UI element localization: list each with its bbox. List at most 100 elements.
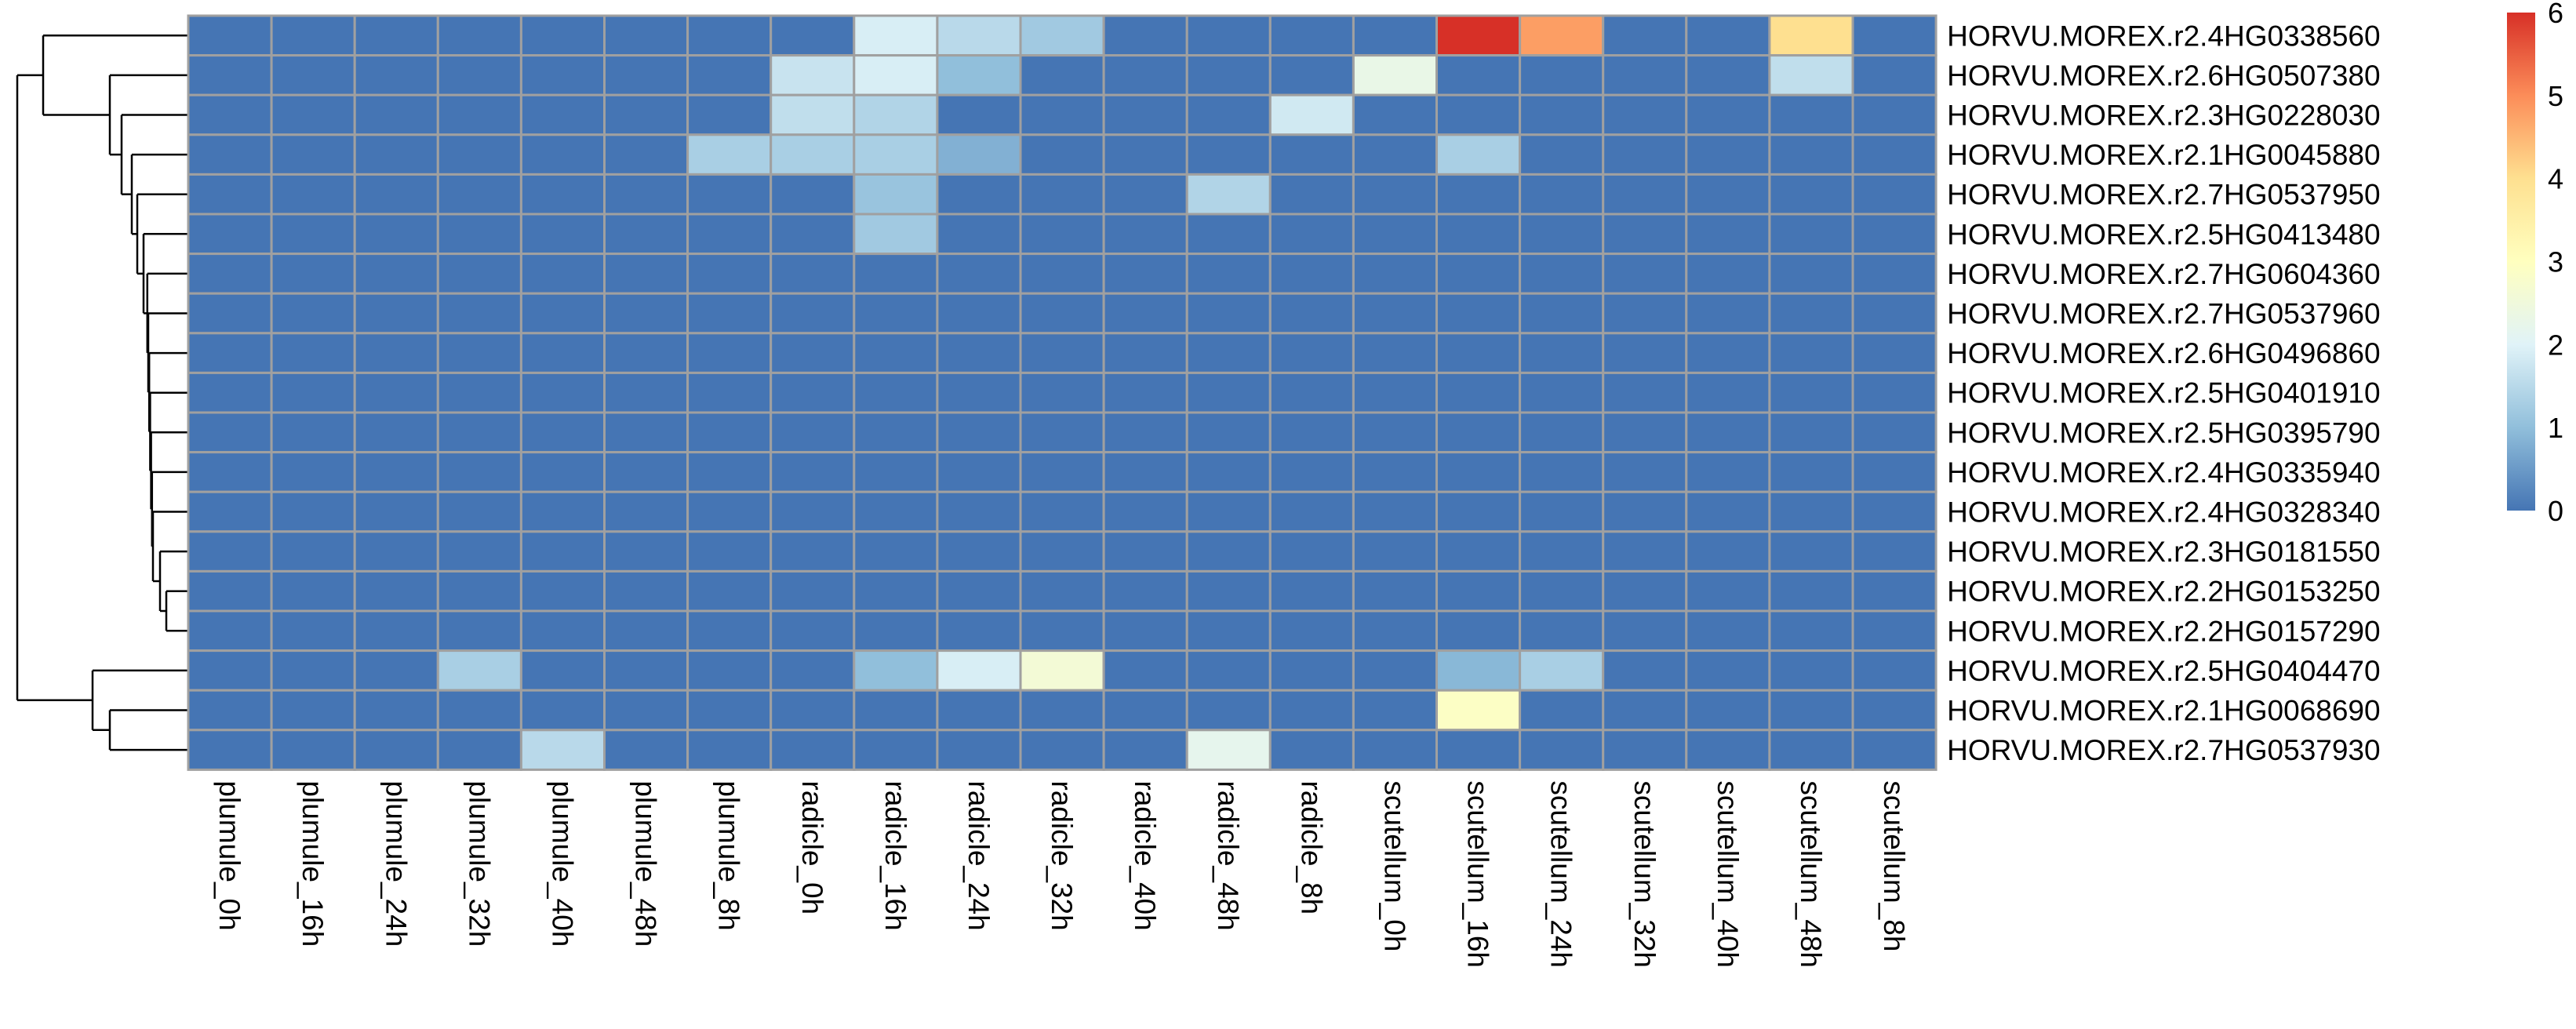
heatmap-cell: [1685, 490, 1771, 533]
heatmap-cell: [686, 411, 773, 454]
heatmap-cell: [1851, 54, 1937, 96]
heatmap-cell: [187, 451, 273, 493]
row-label: HORVU.MOREX.r2.2HG0157290: [1947, 615, 2381, 647]
heatmap-cell: [686, 729, 773, 771]
heatmap-cell: [519, 530, 606, 573]
heatmap-cell: [1519, 332, 1605, 374]
heatmap-cell: [1519, 649, 1605, 692]
heatmap-cell: [1685, 332, 1771, 374]
heatmap-cell: [1185, 54, 1272, 96]
heatmap-cell: [436, 14, 522, 57]
heatmap-cell: [1268, 411, 1355, 454]
heatmap-cell: [1685, 609, 1771, 653]
heatmap-cell: [686, 93, 773, 136]
heatmap-cell: [1102, 54, 1188, 96]
heatmap-cell: [519, 93, 606, 136]
heatmap-cell: [770, 133, 856, 176]
heatmap-cell: [1602, 133, 1688, 176]
column-label: scutellum_8h: [1878, 780, 1910, 951]
heatmap-cell: [1851, 609, 1937, 653]
heatmap-cell: [1435, 490, 1522, 533]
heatmap-cell: [770, 609, 856, 653]
heatmap-cell: [1768, 93, 1854, 136]
heatmap-cell: [936, 649, 1022, 692]
heatmap-cell: [519, 213, 606, 256]
legend-tick-label: 6: [2548, 0, 2563, 29]
heatmap-cell: [1519, 530, 1605, 573]
heatmap-cell: [1352, 173, 1439, 216]
heatmap-cell: [853, 490, 939, 533]
heatmap-cell: [519, 253, 606, 295]
row-dendrogram: [16, 35, 188, 751]
heatmap-cell: [1851, 292, 1937, 335]
heatmap-cell: [1685, 689, 1771, 732]
heatmap-cell: [936, 292, 1022, 335]
heatmap-cell: [853, 649, 939, 692]
heatmap-cell: [1352, 292, 1439, 335]
heatmap-cell: [436, 569, 522, 613]
heatmap-cell: [853, 133, 939, 176]
heatmap-cell: [1519, 729, 1605, 771]
heatmap-cell: [936, 371, 1022, 414]
heatmap-cell: [1185, 93, 1272, 136]
heatmap-cell: [1102, 93, 1188, 136]
heatmap-cell: [770, 173, 856, 216]
heatmap-cell: [1768, 253, 1854, 295]
heatmap-cell: [1435, 14, 1522, 57]
heatmap-cell: [1851, 729, 1937, 771]
heatmap-cell: [353, 729, 439, 771]
heatmap-cell: [270, 371, 356, 414]
heatmap-cell: [1519, 689, 1605, 732]
heatmap-cell: [1352, 14, 1439, 57]
column-label: radicle_16h: [879, 780, 911, 930]
heatmap-cell: [1352, 411, 1439, 454]
heatmap-cell: [603, 133, 689, 176]
heatmap-cell: [1851, 14, 1937, 57]
heatmap-cell: [1019, 14, 1105, 57]
heatmap-cell: [686, 609, 773, 653]
heatmap-cell: [187, 54, 273, 96]
heatmap-cell: [270, 569, 356, 613]
column-label: scutellum_32h: [1628, 780, 1661, 968]
heatmap-cell: [519, 411, 606, 454]
heatmap-cell: [1185, 490, 1272, 533]
heatmap-cell: [1435, 411, 1522, 454]
column-label: scutellum_48h: [1795, 780, 1827, 968]
heatmap-cell: [1268, 93, 1355, 136]
heatmap-cell: [519, 292, 606, 335]
heatmap-cell: [519, 451, 606, 493]
heatmap-cell: [1019, 729, 1105, 771]
heatmap-cell: [1268, 173, 1355, 216]
heatmap-cell: [187, 371, 273, 414]
heatmap-cell: [686, 332, 773, 374]
legend-tick-label: 2: [2548, 329, 2563, 361]
column-label: plumule_16h: [297, 780, 329, 947]
heatmap-cell: [853, 213, 939, 256]
heatmap-cell: [1019, 371, 1105, 414]
heatmap-cell: [1102, 371, 1188, 414]
heatmap-cell: [1268, 332, 1355, 374]
heatmap-cell: [187, 292, 273, 335]
heatmap-cell: [770, 54, 856, 96]
heatmap-cell: [853, 173, 939, 216]
heatmap-cell: [1768, 609, 1854, 653]
heatmap-cell: [270, 54, 356, 96]
heatmap-cell: [1352, 569, 1439, 613]
heatmap-cell: [686, 253, 773, 295]
heatmap-cell: [1768, 332, 1854, 374]
heatmap-cell: [936, 213, 1022, 256]
heatmap-cell: [770, 253, 856, 295]
heatmap-cell: [936, 530, 1022, 573]
heatmap-cell: [1685, 213, 1771, 256]
heatmap-cell: [270, 173, 356, 216]
heatmap-cell: [1102, 649, 1188, 692]
column-label: radicle_0h: [796, 780, 828, 914]
heatmap-cell: [1851, 371, 1937, 414]
heatmap-cell: [270, 729, 356, 771]
row-label: HORVU.MOREX.r2.5HG0395790: [1947, 416, 2381, 449]
heatmap-cell: [270, 490, 356, 533]
heatmap-cell: [686, 292, 773, 335]
heatmap-cell: [686, 490, 773, 533]
heatmap-cell: [187, 729, 273, 771]
heatmap-cell: [1519, 253, 1605, 295]
